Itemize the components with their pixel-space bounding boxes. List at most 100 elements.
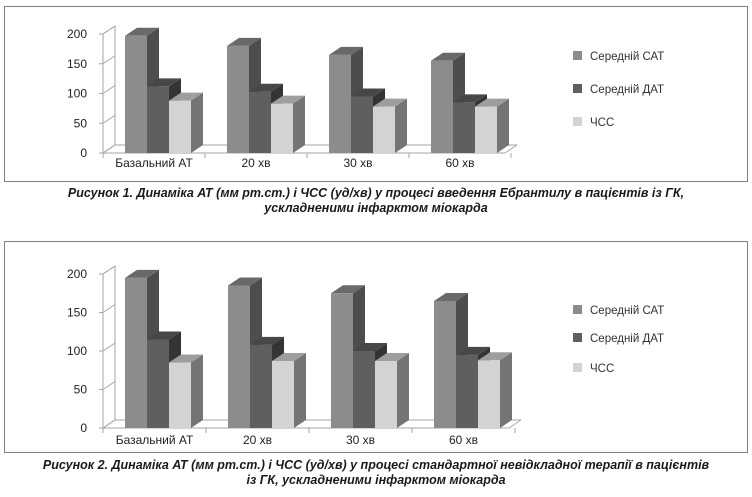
chart-2-frame: 0 50 100 150 200 Базальний АТ 20 хв 30 хв 60 хв С… bbox=[4, 241, 748, 453]
y-tick-label: 0 bbox=[80, 421, 87, 435]
figure-2-caption-line-1: Рисунок 2. Динаміка АТ (мм рт.ст.) і ЧСС… bbox=[42, 458, 710, 472]
bar-front bbox=[147, 339, 169, 428]
bar-front bbox=[147, 86, 169, 153]
bar-front bbox=[475, 106, 497, 153]
x-tick-label: Базальний АТ bbox=[115, 156, 193, 170]
bar bbox=[375, 353, 409, 428]
bar-side bbox=[294, 353, 306, 428]
bar-top bbox=[431, 52, 465, 61]
floor-edge bbox=[504, 144, 518, 154]
bar-front bbox=[228, 285, 250, 428]
legend-swatch bbox=[573, 117, 582, 126]
bar-top bbox=[250, 336, 284, 345]
floor-edge bbox=[508, 419, 522, 429]
bar-front bbox=[431, 60, 453, 153]
legend-swatch bbox=[573, 84, 582, 93]
y-tick-label: 0 bbox=[80, 146, 87, 160]
x-tick-label: 20 хв bbox=[243, 433, 272, 447]
bar-top bbox=[147, 331, 181, 340]
chart-axes: 0 50 100 150 200 Базальний АТ 20 хв 30 хв 60 хв bbox=[67, 25, 518, 170]
bar-top bbox=[249, 83, 283, 92]
bar-top bbox=[272, 353, 306, 362]
bar-side bbox=[191, 354, 203, 428]
bar-top bbox=[478, 352, 512, 361]
x-tick-label: 30 хв bbox=[346, 433, 375, 447]
chart-bars bbox=[125, 27, 509, 154]
y-tick-depth bbox=[102, 114, 116, 124]
legend-label: Середній ДАТ bbox=[590, 84, 664, 96]
bar-front bbox=[456, 354, 478, 428]
y-tick-label: 200 bbox=[67, 267, 87, 281]
bar-side bbox=[395, 98, 407, 153]
bar-front bbox=[375, 361, 397, 428]
y-tick-depth bbox=[102, 304, 116, 313]
legend-label: Середній ДАТ bbox=[590, 333, 664, 345]
bar bbox=[272, 353, 306, 428]
x-tick-label: 60 хв bbox=[445, 156, 474, 170]
bar-front bbox=[169, 100, 191, 153]
bar bbox=[373, 98, 407, 153]
y-tick-depth bbox=[102, 55, 116, 65]
y-tick-depth bbox=[102, 144, 116, 154]
y-tick-label: 100 bbox=[67, 87, 87, 101]
x-tick-label: 60 хв bbox=[449, 433, 478, 447]
x-tick-label: 30 хв bbox=[343, 156, 372, 170]
bar-front bbox=[353, 351, 375, 428]
bar-front bbox=[478, 360, 500, 428]
bar-top bbox=[227, 37, 261, 46]
bar-side bbox=[397, 353, 409, 428]
legend-label: Середній САТ bbox=[590, 305, 664, 317]
legend-swatch bbox=[573, 51, 582, 60]
chart-2: 0 50 100 150 200 Базальний АТ 20 хв 30 хв 60 хв С… bbox=[67, 265, 664, 447]
y-tick-depth bbox=[102, 25, 116, 35]
bar-top bbox=[329, 46, 363, 55]
legend-swatch bbox=[573, 333, 582, 342]
bar bbox=[475, 98, 509, 153]
bar-top bbox=[475, 98, 509, 107]
figure-2-caption: Рисунок 2. Динаміка АТ (мм рт.ст.) і ЧСС… bbox=[0, 458, 752, 488]
y-tick-label: 150 bbox=[67, 57, 87, 71]
bar-side bbox=[293, 95, 305, 153]
bar bbox=[169, 92, 203, 153]
legend-swatch bbox=[573, 363, 582, 372]
bar bbox=[271, 95, 305, 153]
bar-top bbox=[453, 94, 487, 103]
bar-top bbox=[434, 292, 468, 301]
bar-front bbox=[373, 106, 395, 153]
bar-side bbox=[497, 98, 509, 153]
figure-1-caption-line-1: Рисунок 1. Динаміка АТ (мм рт.ст.) і ЧСС… bbox=[67, 186, 685, 200]
x-tick-label: 20 хв bbox=[241, 156, 270, 170]
bar-top bbox=[169, 92, 203, 101]
bar-front bbox=[271, 103, 293, 153]
bar-front bbox=[434, 300, 456, 428]
y-tick-label: 150 bbox=[67, 306, 87, 320]
bar-top bbox=[271, 95, 305, 104]
bar-front bbox=[331, 293, 353, 428]
y-tick-depth bbox=[102, 381, 116, 390]
bar-top bbox=[351, 88, 385, 97]
figure-1-caption-line-2: ускладненими інфарктом міокарда bbox=[264, 201, 488, 215]
bar-front bbox=[453, 102, 475, 153]
bar bbox=[478, 352, 512, 428]
y-tick-label: 100 bbox=[67, 344, 87, 358]
y-tick-depth bbox=[102, 85, 116, 94]
chart-1: 0 50 100 150 200 Базальний АТ 20 хв 30 хв 60 хв С… bbox=[67, 25, 664, 170]
bar-front bbox=[272, 361, 294, 428]
y-tick-depth bbox=[102, 265, 116, 275]
bar-top bbox=[373, 98, 407, 107]
bar-front bbox=[125, 277, 147, 428]
bar-top bbox=[375, 353, 409, 362]
bar-top bbox=[125, 269, 159, 278]
bar-top bbox=[228, 277, 262, 286]
y-tick-label: 200 bbox=[67, 27, 87, 41]
bar-front bbox=[249, 91, 271, 153]
bar-side bbox=[191, 92, 203, 153]
y-tick-label: 50 bbox=[74, 383, 88, 397]
bar-front bbox=[351, 96, 373, 153]
bar-front bbox=[169, 362, 191, 428]
bar-side bbox=[500, 352, 512, 428]
bar-top bbox=[331, 285, 365, 294]
figure-2-caption-line-2: із ГК, ускладненими інфарктом міокарда bbox=[246, 473, 506, 487]
chart-bars bbox=[125, 269, 512, 428]
bar bbox=[169, 354, 203, 428]
